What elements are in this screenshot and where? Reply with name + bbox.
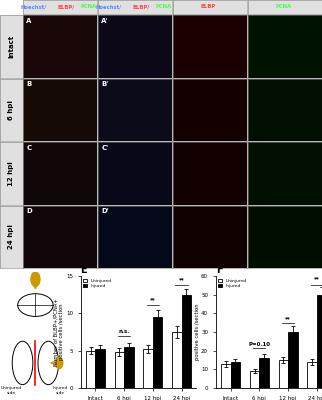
Legend: Uninjured, Injured: Uninjured, Injured [218, 278, 248, 288]
Text: **: ** [285, 316, 291, 321]
Circle shape [31, 272, 40, 286]
Bar [124, 347, 134, 388]
Text: **: ** [150, 297, 156, 302]
Text: PCNA: PCNA [276, 4, 292, 10]
Text: D: D [26, 208, 32, 214]
Text: **: ** [314, 276, 320, 282]
Bar [115, 352, 124, 388]
Bar [172, 332, 182, 388]
Text: P=0.10: P=0.10 [248, 342, 270, 347]
Bar [86, 351, 95, 388]
Y-axis label: Number of BLBP+/PCNA+
positive cells /section: Number of BLBP+/PCNA+ positive cells /se… [54, 298, 64, 366]
Bar [250, 371, 259, 388]
Text: F: F [216, 265, 223, 275]
Bar [143, 349, 153, 388]
Y-axis label: Number of BLBP-PCNA+
positive cells /section: Number of BLBP-PCNA+ positive cells /sec… [189, 300, 200, 364]
Bar [182, 295, 191, 388]
Bar [259, 358, 269, 388]
Text: D': D' [101, 208, 109, 214]
Text: 24 hpi: 24 hpi [8, 224, 14, 249]
Text: PCNA: PCNA [80, 4, 97, 10]
Text: BLBP/: BLBP/ [132, 4, 149, 10]
Text: 12 hpi: 12 hpi [8, 161, 14, 186]
Text: E: E [80, 265, 87, 275]
Bar [95, 349, 105, 388]
Text: Hoechst/: Hoechst/ [21, 4, 47, 10]
Bar [153, 317, 162, 388]
Bar [308, 362, 317, 388]
Bar [221, 364, 231, 388]
Legend: Uninjured, Injured: Uninjured, Injured [83, 278, 112, 288]
Text: B': B' [101, 81, 109, 87]
Text: B: B [26, 81, 32, 87]
Text: A': A' [101, 18, 109, 24]
Text: Intact: Intact [8, 35, 14, 58]
Text: C: C [26, 145, 31, 151]
Text: PCNA: PCNA [156, 4, 172, 10]
Text: **: ** [179, 277, 185, 282]
Text: Hoechst/: Hoechst/ [96, 4, 122, 10]
Bar [231, 362, 240, 388]
Text: 6 hpi: 6 hpi [8, 100, 14, 120]
Text: Uninjured
side: Uninjured side [0, 386, 22, 395]
Bar [317, 295, 322, 388]
Text: Injured
side: Injured side [52, 386, 68, 395]
Text: C': C' [101, 145, 109, 151]
Text: BLBP/: BLBP/ [57, 4, 74, 10]
Text: A: A [26, 18, 32, 24]
Text: n.s.: n.s. [118, 329, 130, 334]
Circle shape [56, 357, 63, 369]
Bar [279, 360, 288, 388]
Text: BLBP: BLBP [201, 4, 216, 10]
Bar [288, 332, 298, 388]
